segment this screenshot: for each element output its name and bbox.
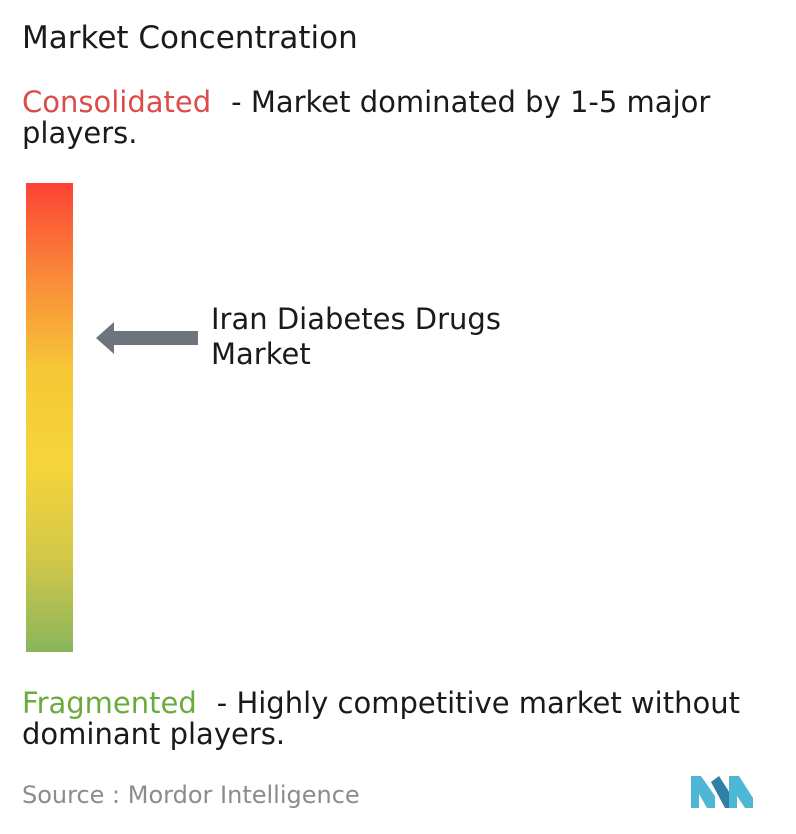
chart-title: Market Concentration — [22, 20, 358, 56]
fragmented-label: Fragmented — [22, 686, 197, 720]
consolidated-description: Consolidated - Market dominated by 1-5 ma… — [22, 87, 792, 149]
market-position-arrow-icon — [96, 322, 198, 354]
mordor-intelligence-logo-icon — [691, 776, 753, 808]
consolidated-label: Consolidated — [22, 85, 212, 119]
fragmented-description: Fragmented - Highly competitive market wi… — [22, 688, 792, 750]
market-name-label: Iran Diabetes Drugs Market — [211, 302, 501, 371]
fragmented-text: - Highly competitive market without domi… — [22, 686, 740, 751]
consolidated-text: - Market dominated by 1-5 major players. — [22, 85, 711, 150]
source-note: Source : Mordor Intelligence — [22, 781, 360, 809]
concentration-gradient-bar — [26, 183, 73, 652]
